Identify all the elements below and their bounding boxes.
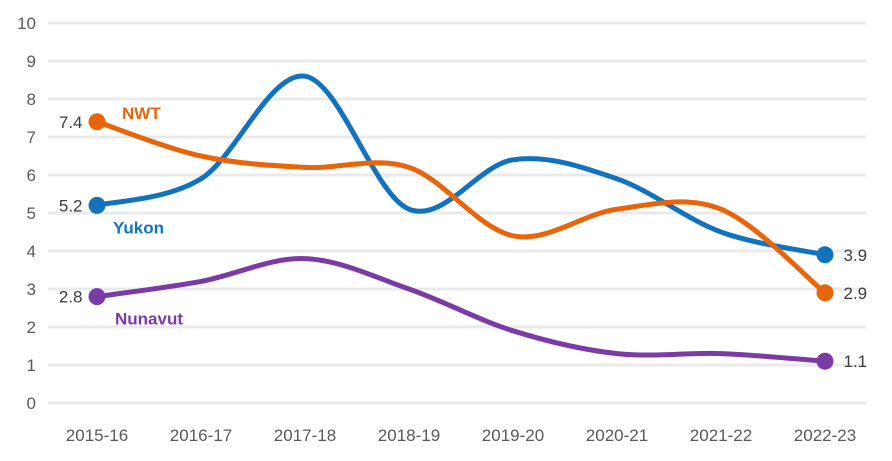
y-axis-label-10: 10 [17, 14, 36, 33]
y-axis-label-1: 1 [27, 356, 36, 375]
dot-NWT-start [88, 113, 106, 131]
x-axis-label-2015-16: 2015-16 [66, 426, 128, 445]
x-axis-label-2018-19: 2018-19 [378, 426, 440, 445]
dot-NWT-end [816, 284, 834, 302]
value-label-NWT-end: 2.9 [844, 284, 868, 303]
x-axis-label-2017-18: 2017-18 [274, 426, 336, 445]
dot-Nunavut-start [88, 288, 106, 306]
y-axis-label-5: 5 [27, 204, 36, 223]
x-axis-label-2022-23: 2022-23 [794, 426, 856, 445]
line-Yukon [94, 73, 828, 258]
dot-Nunavut-end [816, 352, 834, 370]
series-label-Nunavut: Nunavut [115, 310, 183, 329]
y-axis-label-8: 8 [27, 90, 36, 109]
y-axis-label-2: 2 [27, 318, 36, 337]
value-label-Nunavut-end: 1.1 [844, 352, 868, 371]
y-axis-label-9: 9 [27, 52, 36, 71]
y-axis-label-0: 0 [27, 394, 36, 413]
line-NWT [94, 119, 828, 296]
x-axis-label-2016-17: 2016-17 [170, 426, 232, 445]
dot-Yukon-end [816, 246, 834, 264]
x-axis-label-2020-21: 2020-21 [586, 426, 648, 445]
x-axis-label-2019-20: 2019-20 [482, 426, 544, 445]
series-label-Yukon: Yukon [113, 218, 164, 237]
value-label-Yukon-start: 5.2 [59, 196, 83, 215]
y-axis-label-3: 3 [27, 280, 36, 299]
y-axis-label-4: 4 [27, 242, 36, 261]
y-axis-label-6: 6 [27, 166, 36, 185]
dot-Yukon-start [88, 196, 106, 214]
line-Nunavut [94, 256, 828, 364]
x-axis-label-2021-22: 2021-22 [690, 426, 752, 445]
series-label-NWT: NWT [122, 104, 161, 123]
value-label-Yukon-end: 3.9 [844, 246, 868, 265]
y-axis-label-7: 7 [27, 128, 36, 147]
value-label-Nunavut-start: 2.8 [59, 288, 83, 307]
value-label-NWT-start: 7.4 [59, 113, 83, 132]
